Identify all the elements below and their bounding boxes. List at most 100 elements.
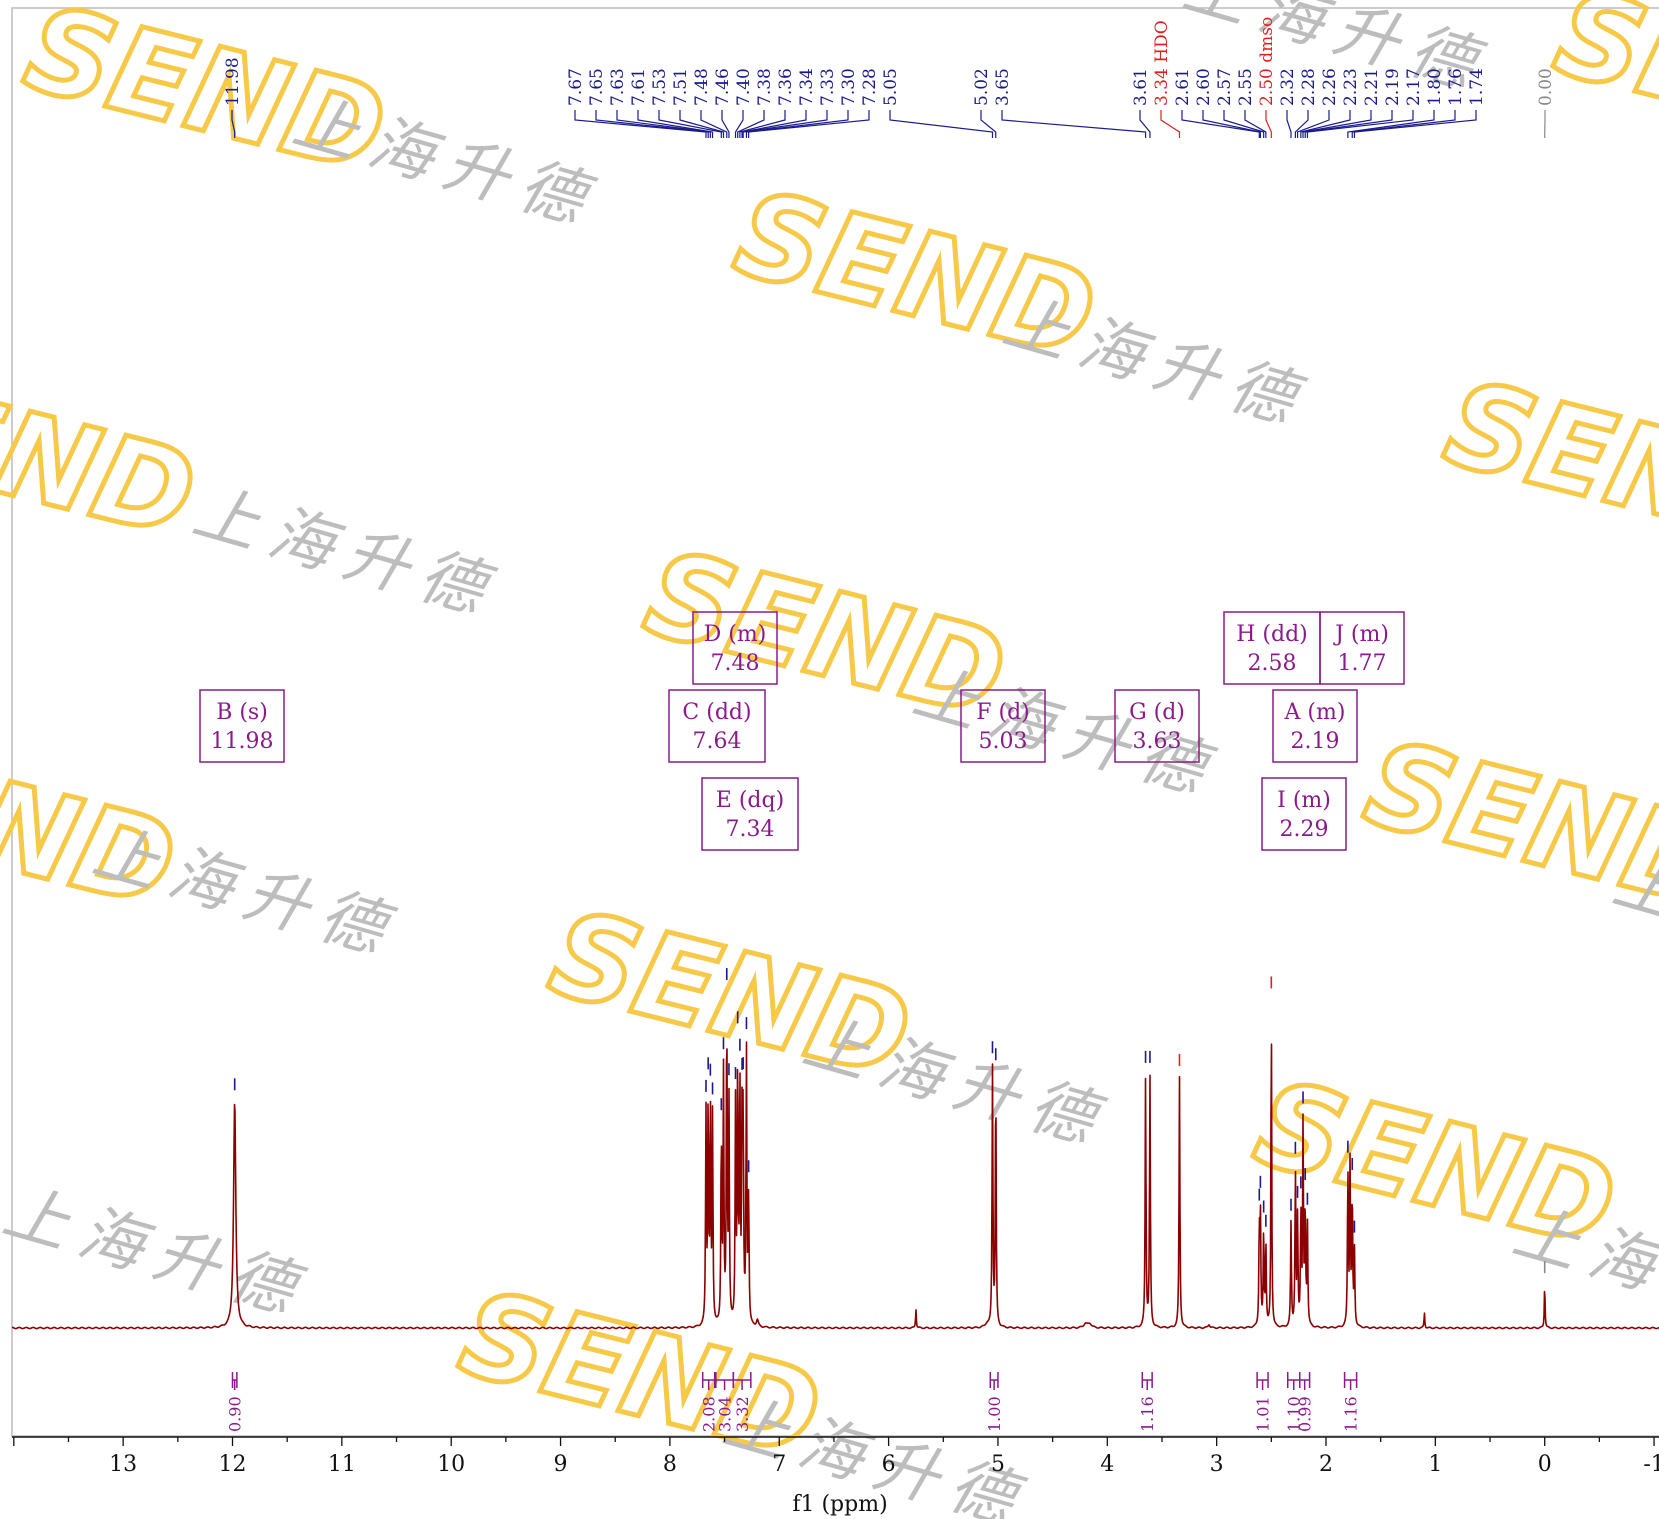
peak-label-connector: [1286, 110, 1292, 138]
peak-label: 1.80: [1425, 68, 1445, 106]
multiplet-shift: 1.77: [1338, 651, 1387, 676]
peak-label-connector: [679, 110, 725, 138]
multiplet-label: D (m): [704, 622, 767, 647]
multiplet-label: H (dd): [1236, 622, 1308, 647]
peak-label-connector: [1306, 110, 1414, 138]
x-tick-label: 12: [219, 1452, 247, 1477]
multiplet-box: [668, 689, 766, 763]
watermark-cn-text: 上海升德: [0, 1174, 316, 1331]
multiplet-shift: 2.29: [1280, 817, 1329, 842]
integral-value: 0.90: [226, 1396, 245, 1432]
x-tick-label: 4: [1100, 1452, 1114, 1477]
integral-value: 1.10: [1285, 1396, 1304, 1432]
multiplet-label: J (m): [1333, 622, 1389, 647]
peak-label: 7.28: [860, 68, 880, 106]
multiplet-shift: 3.63: [1133, 729, 1182, 754]
peak-label: 11.98: [223, 57, 243, 106]
x-tick-label: 7: [772, 1452, 786, 1477]
peak-label: 3.65: [993, 68, 1013, 106]
multiplet-label: C (dd): [682, 700, 751, 725]
multiplet-box: [701, 777, 799, 851]
watermark-cn-text: 上海升德: [796, 1004, 1116, 1161]
x-tick-label: 10: [437, 1452, 465, 1477]
integral-value: 3.32: [733, 1396, 752, 1432]
peak-label-connector: [1223, 110, 1265, 138]
peak-label: 0.00: [1536, 68, 1556, 106]
multiplet-box: [692, 611, 778, 685]
x-tick-label: 1: [1428, 1452, 1442, 1477]
multiplet-label: F (d): [976, 700, 1030, 725]
watermark-logo: SEND: [1433, 353, 1659, 575]
peak-label: 2.57: [1215, 68, 1235, 106]
multiplet-shift: 2.58: [1248, 651, 1297, 676]
x-tick-label: 8: [663, 1452, 677, 1477]
peak-label: 7.48: [692, 68, 712, 106]
peak-label: 2.17: [1404, 68, 1424, 106]
peak-label: 2.23: [1341, 68, 1361, 106]
peak-label-layer: 11.98 7.67 7.65 7.63 7.61 7.53 7.51 7.48 7.46 7.4…: [223, 17, 1556, 138]
multiplet-box: [1272, 689, 1358, 763]
peak-label: 7.38: [755, 68, 775, 106]
peak-label: 7.30: [839, 68, 859, 106]
integral-value: 1.16: [1342, 1396, 1361, 1432]
peak-label-connector: [1001, 110, 1147, 138]
peak-label-connector: [700, 110, 728, 138]
peak-label: 2.32: [1278, 68, 1298, 106]
peak-label: 7.53: [650, 68, 670, 106]
peak-label-connector: [1347, 110, 1435, 138]
peak-label-connector: [1351, 110, 1456, 138]
multiplet-label: B (s): [216, 700, 268, 725]
peak-label: 1.76: [1446, 68, 1466, 106]
peak-label-connector: [1296, 110, 1330, 138]
peak-label-connector: [721, 110, 730, 138]
multiplet-box: [1261, 777, 1347, 851]
peak-label: 2.28: [1299, 68, 1319, 106]
peak-label-connector: [616, 110, 711, 138]
multiplet-shift: 7.64: [693, 729, 742, 754]
watermark-cn-text: 上海升德: [86, 814, 406, 971]
peak-label-connector: [1353, 110, 1477, 138]
integral-layer: 0.90 2.083.043.32 1.00 1.16 1.01 1.100.99 1.16: [226, 1372, 1361, 1432]
peak-label: 2.21: [1362, 68, 1382, 106]
integral-value: 2.08: [700, 1396, 719, 1432]
integral-value: 3.04: [716, 1396, 735, 1432]
peak-label: 3.61: [1131, 68, 1151, 106]
peak-label: 1.74: [1467, 68, 1487, 106]
watermark-cn-text: 上海升德: [996, 284, 1316, 441]
integral-value: 0.99: [1296, 1396, 1315, 1432]
peak-label-connector: [739, 110, 786, 138]
multiplet-label: A (m): [1284, 700, 1346, 725]
multiplet-shift: 7.48: [711, 651, 760, 676]
peak-marker-layer: [233, 968, 1546, 1274]
peak-label-connector: [1160, 110, 1181, 138]
peak-label: 3.34 HDO: [1152, 20, 1172, 106]
multiplet-label: E (dq): [716, 788, 784, 813]
peak-label-connector: [980, 110, 997, 138]
x-tick-label: 6: [882, 1452, 896, 1477]
peak-label: 2.50 dmso: [1257, 17, 1277, 106]
peak-label: 7.40: [734, 68, 754, 106]
peak-label-connector: [231, 110, 236, 138]
peak-label-connector: [748, 110, 870, 138]
peak-label-connector: [1294, 110, 1309, 138]
peak-label: 2.26: [1320, 68, 1340, 106]
peak-label-connector: [1304, 110, 1393, 138]
peak-label: 2.55: [1236, 68, 1256, 106]
peak-label-connector: [637, 110, 714, 138]
multiplet-shift: 7.34: [726, 817, 775, 842]
x-axis: 13 12 11 10 9 8 7 6 5 4 3 2 1 0 -1: [12, 1436, 1659, 1477]
x-tick-label: 0: [1538, 1452, 1552, 1477]
peak-label-connector: [1139, 110, 1151, 138]
multiplet-box: [1114, 689, 1200, 763]
peak-label: 5.02: [972, 68, 992, 106]
multiplet-box: [1319, 611, 1405, 685]
peak-label: 7.34: [797, 68, 817, 106]
peak-label: 2.19: [1383, 68, 1403, 106]
multiplet-box: [960, 689, 1046, 763]
peak-label: 7.33: [818, 68, 838, 106]
peak-label-connector: [745, 110, 849, 138]
watermark-logo: SEND: [1543, 0, 1659, 185]
multiplet-shift: 11.98: [211, 729, 274, 754]
